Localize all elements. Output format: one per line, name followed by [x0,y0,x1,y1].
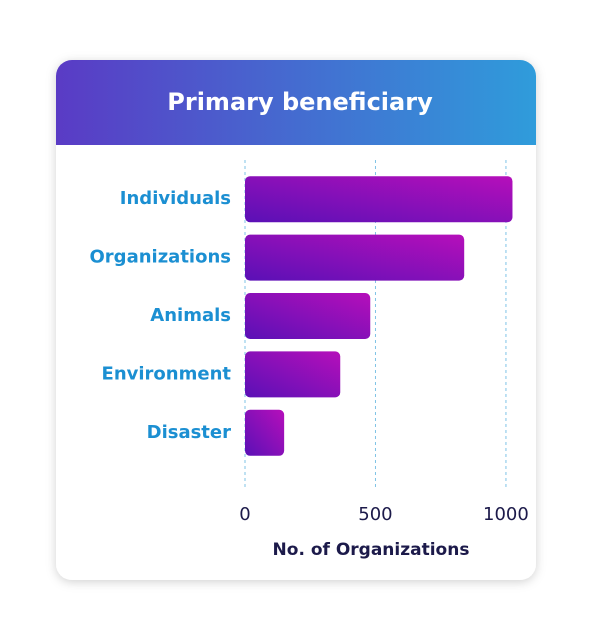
x-tick-label: 1000 [483,504,529,525]
y-tick-label: Environment [102,363,232,384]
bar [245,234,465,281]
bar [245,176,513,223]
x-tick-label: 500 [358,504,392,525]
y-tick-label: Organizations [90,247,232,268]
y-tick-label: Individuals [120,188,231,209]
bar [245,351,341,398]
x-axis-label: No. of Organizations [273,540,470,560]
y-tick-label: Animals [150,305,231,326]
chart-title: Primary beneficiary [167,88,433,116]
y-tick-label: Disaster [147,422,231,443]
bar [245,293,371,339]
card-header [56,60,536,145]
bar [245,409,285,456]
x-tick-label: 0 [239,504,250,525]
